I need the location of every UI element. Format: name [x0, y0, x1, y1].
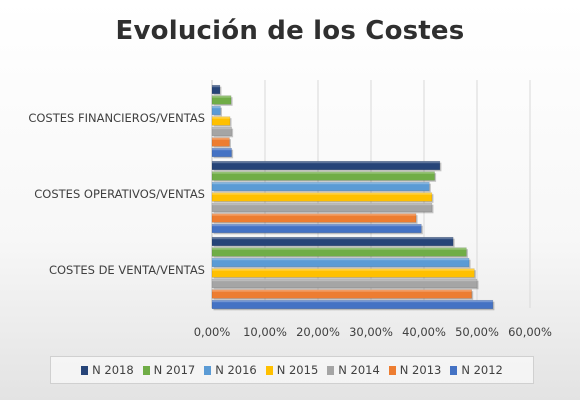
legend-swatch: [265, 365, 273, 375]
legend-label: N 2018: [92, 363, 134, 377]
x-tick-label: 60,00%: [508, 325, 552, 339]
x-tick-label: 40,00%: [402, 325, 446, 339]
legend-label: N 2014: [338, 363, 380, 377]
bar-highlight: [212, 137, 230, 140]
category-label: COSTES DE VENTA/VENTAS: [49, 263, 205, 277]
legend-swatch: [388, 365, 396, 375]
bar-n-2013-costes-financieros-ventas: [211, 137, 230, 147]
bar-n-2018-costes-operativos-ventas: [211, 160, 441, 171]
category-label: COSTES FINANCIEROS/VENTAS: [28, 111, 205, 125]
bar-highlight: [212, 116, 231, 119]
bar-n-2014-costes-de-venta-ventas: [211, 278, 478, 289]
bar-n-2017-costes-operativos-ventas: [211, 171, 435, 181]
legend-item-n-2012: N 2012: [450, 363, 503, 377]
x-tick-label: 20,00%: [296, 325, 340, 339]
legend-item-n-2017: N 2017: [142, 363, 196, 377]
bar-n-2014-costes-operativos-ventas: [211, 202, 433, 213]
bar-n-2012-costes-operativos-ventas: [211, 223, 422, 234]
bar-highlight: [212, 224, 422, 227]
bar-n-2014-costes-financieros-ventas: [211, 126, 232, 137]
bar-highlight: [212, 300, 493, 303]
legend-swatch: [81, 365, 89, 375]
legend-item-n-2018: N 2018: [81, 363, 134, 377]
x-tick-label: 10,00%: [243, 325, 287, 339]
bar-highlight: [212, 161, 440, 164]
legend-label: N 2017: [153, 363, 196, 377]
bar-n-2017-costes-financieros-ventas: [211, 95, 232, 105]
x-tick-label: 30,00%: [349, 325, 393, 339]
bar-highlight: [212, 213, 417, 216]
legend-item-n-2013: N 2013: [388, 363, 442, 377]
legend-item-n-2014: N 2014: [327, 363, 380, 377]
bar-highlight: [212, 258, 470, 261]
bar-n-2016-costes-financieros-ventas: [211, 105, 221, 116]
bar-n-2013-costes-de-venta-ventas: [211, 289, 472, 299]
bar-n-2018-costes-de-venta-ventas: [211, 236, 454, 247]
bar-highlight: [212, 289, 472, 292]
bar-n-2015-costes-de-venta-ventas: [211, 268, 475, 278]
bar-highlight: [212, 106, 221, 109]
x-tick-label: 50,00%: [455, 325, 499, 339]
legend-item-n-2015: N 2015: [265, 363, 319, 377]
x-tick-label: 0,00%: [194, 325, 231, 339]
bar-n-2015-costes-operativos-ventas: [211, 192, 433, 202]
bar-highlight: [212, 182, 430, 185]
bar-highlight: [212, 279, 477, 282]
bar-highlight: [212, 85, 220, 88]
bar-highlight: [212, 171, 435, 174]
legend-swatch: [450, 365, 458, 375]
bar-n-2013-costes-operativos-ventas: [211, 213, 417, 223]
bar-n-2015-costes-financieros-ventas: [211, 116, 231, 126]
bar-n-2012-costes-financieros-ventas: [211, 147, 232, 158]
legend: N 2018 N 2017 N 2016 N 2015 N 2014 N 2013 N 20…: [50, 356, 534, 384]
legend-item-n-2016: N 2016: [204, 363, 257, 377]
bar-highlight: [212, 127, 232, 130]
bar-highlight: [212, 192, 432, 195]
bar-n-2018-costes-financieros-ventas: [211, 84, 221, 95]
bar-n-2016-costes-operativos-ventas: [211, 181, 430, 192]
legend-swatch: [204, 365, 212, 375]
category-label: COSTES OPERATIVOS/VENTAS: [34, 187, 205, 201]
bar-highlight: [212, 268, 475, 271]
bar-highlight: [212, 247, 467, 250]
bar-highlight: [212, 148, 232, 151]
bar-n-2016-costes-de-venta-ventas: [211, 257, 470, 268]
bar-highlight: [212, 203, 432, 206]
chart-title: Evolución de los Costes: [115, 16, 465, 46]
legend-label: N 2013: [399, 363, 442, 377]
legend-label: N 2015: [276, 363, 319, 377]
legend-swatch: [327, 365, 335, 375]
bar-n-2017-costes-de-venta-ventas: [211, 247, 467, 257]
bar-highlight: [212, 237, 454, 240]
legend-swatch: [142, 365, 150, 375]
legend-label: N 2016: [215, 363, 257, 377]
bar-n-2012-costes-de-venta-ventas: [211, 299, 494, 310]
bar-highlight: [212, 95, 232, 98]
legend-label: N 2012: [461, 363, 503, 377]
